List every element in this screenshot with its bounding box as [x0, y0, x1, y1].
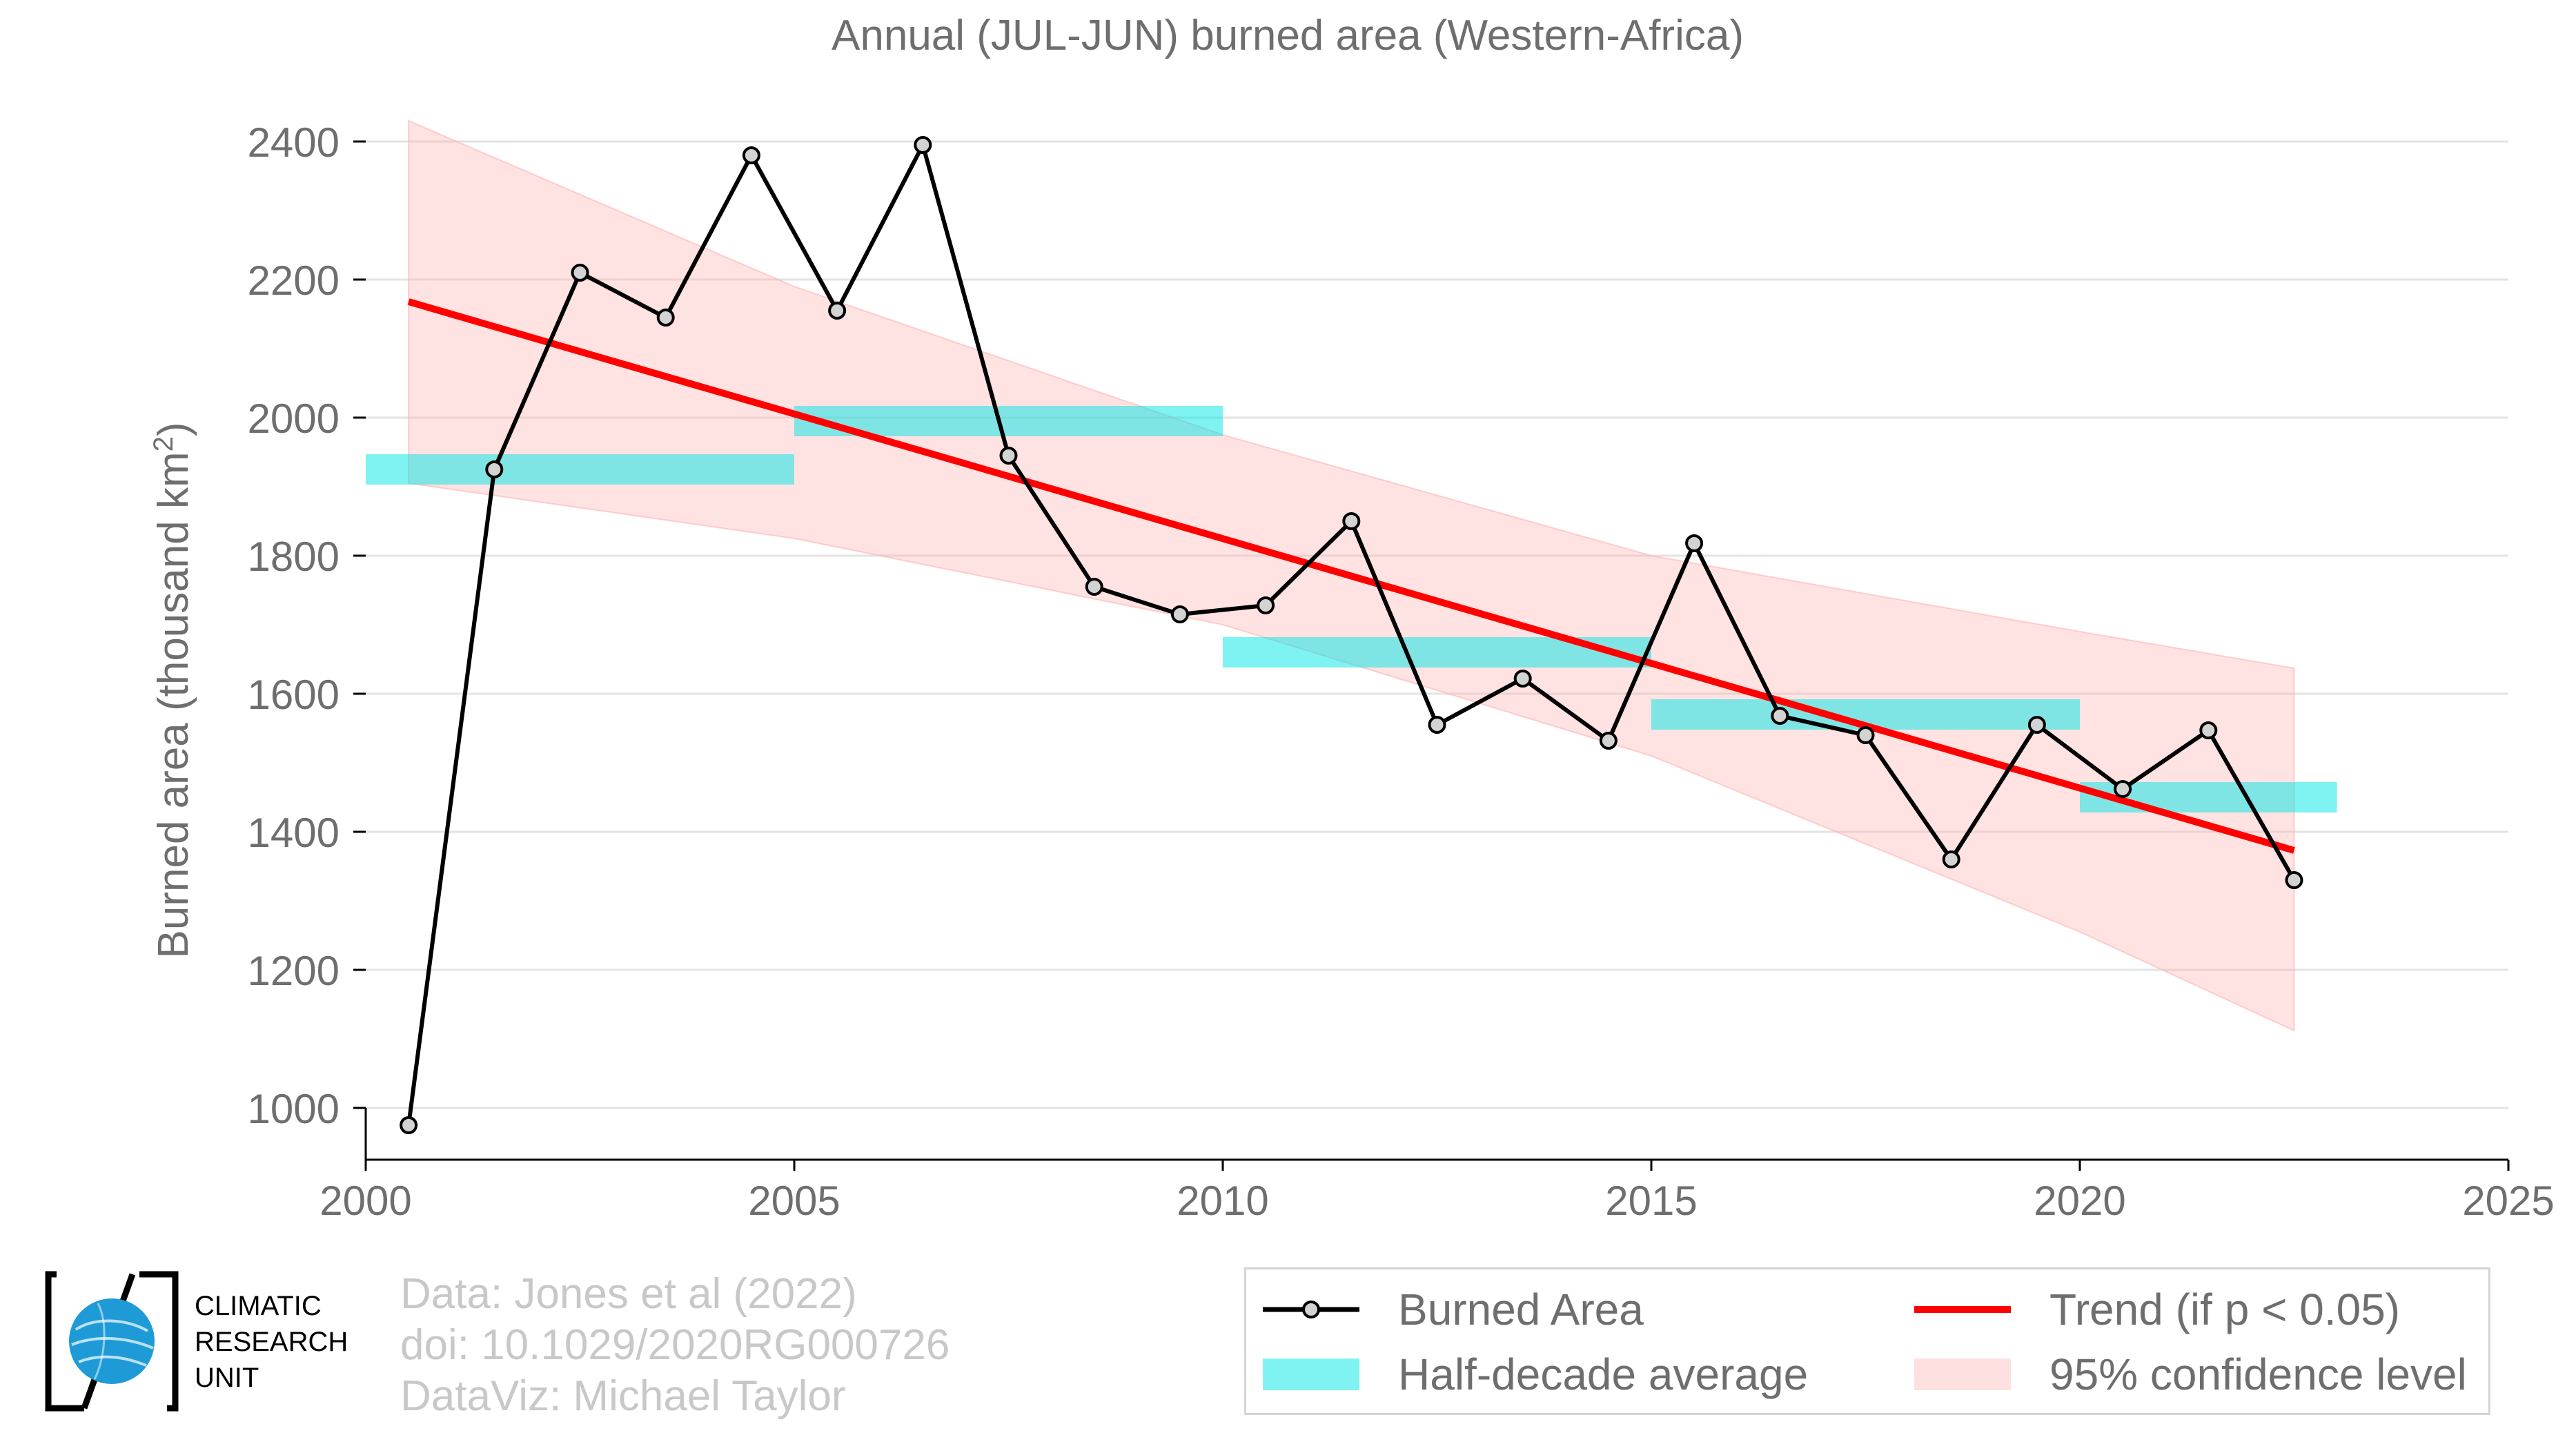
burned-area-point-9 [1085, 578, 1103, 596]
y-tick-label-2000: 2000 [248, 396, 340, 442]
burned-area-point-12 [1342, 512, 1361, 530]
burned-area-point-16 [1685, 534, 1704, 552]
credits: Data: Jones et al (2022) doi: 10.1029/20… [400, 1269, 950, 1422]
burned-area-point-11 [1257, 596, 1275, 614]
legend-label-confidence: 95% confidence level [2049, 1350, 2467, 1399]
logo-line-2: RESEARCH [195, 1327, 348, 1357]
x-tick-label-2020: 2020 [2034, 1178, 2125, 1224]
burned-area-point-14 [1513, 670, 1532, 688]
legend-item-burned-area: Burned Area [1263, 1282, 1644, 1337]
globe-icon [45, 1271, 179, 1412]
y-axis-label: Burned area (thousand km2) [148, 422, 197, 958]
burned-area-point-23 [2285, 871, 2303, 889]
legend-label-half-decade: Half-decade average [1398, 1350, 1809, 1399]
burned-area-point-18 [1856, 726, 1875, 744]
legend-swatch-trend [1914, 1306, 2011, 1313]
burned-area-layer [400, 136, 2303, 1134]
legend-swatch-half-decade [1263, 1359, 1359, 1390]
burned-area-point-6 [828, 302, 847, 320]
legend-swatch-confidence [1914, 1359, 2011, 1390]
y-tick-label-1600: 1600 [248, 672, 340, 718]
x-tick-labels: 2000 2005 2010 2015 2020 2025 [319, 1178, 2554, 1224]
burned-area-point-21 [2114, 780, 2132, 798]
x-tick-label-2000: 2000 [319, 1178, 411, 1224]
legend-item-confidence: 95% confidence level [1914, 1347, 2467, 1402]
legend-label-burned-area: Burned Area [1398, 1285, 1644, 1334]
y-tick-label-2400: 2400 [248, 119, 340, 166]
y-tick-labels: 1000 1200 1400 1600 1800 2000 2200 2400 [248, 119, 340, 1132]
y-axis-label-superscript: 2 [148, 436, 179, 451]
logo-text: CLIMATIC RESEARCH UNIT [195, 1288, 348, 1396]
trend-line [407, 298, 2295, 854]
logo-line-1: CLIMATIC [195, 1291, 322, 1321]
legend-label-trend: Trend (if p < 0.05) [2049, 1285, 2401, 1334]
legend-item-trend: Trend (if p < 0.05) [1914, 1282, 2400, 1337]
x-tick-label-2005: 2005 [748, 1178, 840, 1224]
credit-data-source: Data: Jones et al (2022) [400, 1270, 857, 1318]
cru-logo [43, 1269, 181, 1414]
burned-area-point-1 [400, 1116, 418, 1134]
burned-area-point-2 [485, 460, 504, 478]
burned-area-point-22 [2199, 721, 2218, 739]
burned-area-point-8 [999, 447, 1018, 465]
legend-swatch-burned-area [1263, 1301, 1359, 1318]
x-tick-label-2015: 2015 [1605, 1178, 1697, 1224]
y-axis-label-end: ) [150, 422, 197, 436]
y-axis-label-main: Burned area (thousand km [150, 451, 197, 958]
axes [364, 1108, 2510, 1171]
burned-area-point-17 [1771, 707, 1789, 725]
y-tick-label-1400: 1400 [248, 810, 340, 856]
x-tick-label-2025: 2025 [2462, 1178, 2554, 1224]
legend-item-half-decade: Half-decade average [1263, 1347, 1808, 1402]
gridlines [353, 140, 2508, 1109]
burned-area-point-3 [571, 264, 589, 282]
y-tick-label-1200: 1200 [248, 948, 340, 994]
burned-area-point-7 [914, 136, 932, 154]
trend-layer [407, 298, 2295, 854]
credit-doi: doi: 10.1029/2020RG000726 [400, 1321, 950, 1369]
burned-area-point-10 [1170, 605, 1189, 623]
credit-dataviz: DataViz: Michael Taylor [400, 1372, 846, 1420]
burned-area-point-19 [1942, 850, 1960, 868]
half-decade-bar-1 [366, 454, 794, 485]
x-tick-label-2010: 2010 [1177, 1178, 1268, 1224]
burned-area-point-13 [1428, 716, 1446, 734]
burned-area-point-5 [742, 146, 760, 164]
logo-line-3: UNIT [195, 1363, 259, 1393]
y-tick-label-1800: 1800 [248, 534, 340, 580]
y-tick-label-1000: 1000 [248, 1086, 340, 1132]
burned-area-point-20 [2027, 716, 2046, 734]
burned-area-point-15 [1599, 732, 1618, 750]
y-tick-label-2200: 2200 [248, 257, 340, 304]
legend: Burned Area Trend (if p < 0.05) Half-dec… [1244, 1267, 2490, 1415]
chart-title: Annual (JUL-JUN) burned area (Western-Af… [832, 12, 1744, 59]
burned-area-point-4 [656, 309, 675, 327]
